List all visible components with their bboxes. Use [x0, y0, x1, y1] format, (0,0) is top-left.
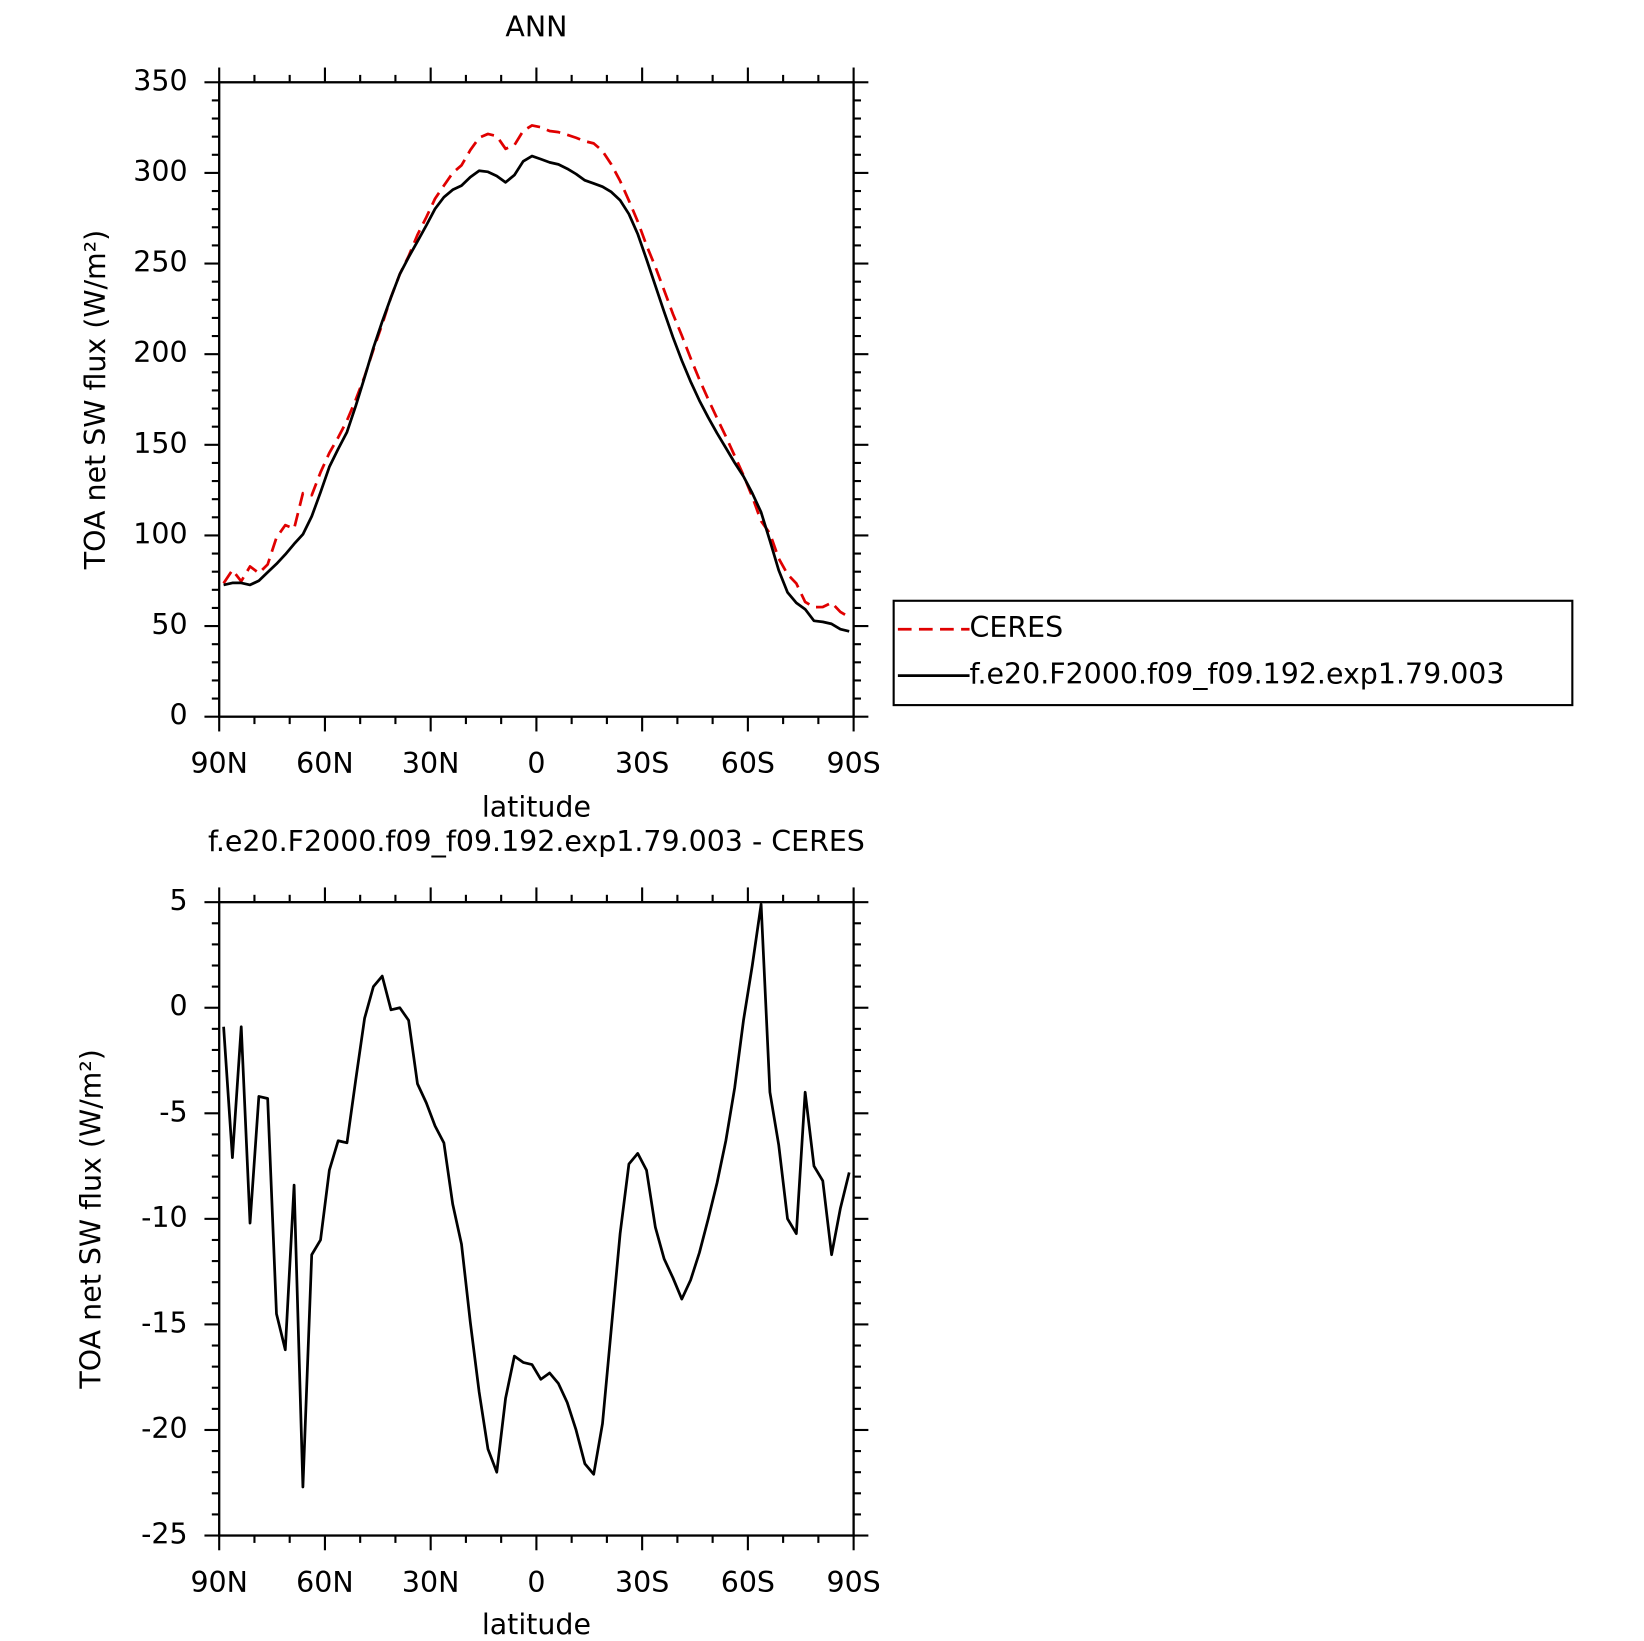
y-tick-label: 250 — [133, 246, 187, 279]
data-line — [223, 154, 850, 633]
y-tick-label: -10 — [141, 1201, 187, 1234]
chart-title: ANN — [505, 11, 567, 44]
x-axis-label: latitude — [482, 790, 591, 823]
y-axis-label: TOA net SW flux (W/m²) — [79, 230, 112, 570]
y-axis-label: TOA net SW flux (W/m²) — [75, 1049, 108, 1389]
y-tick-label: 0 — [169, 990, 187, 1023]
legend-box — [892, 599, 1574, 707]
data-line — [222, 124, 850, 619]
plot-frame — [218, 81, 855, 718]
x-tick-label: 90N — [190, 1566, 247, 1599]
x-tick-label: 30N — [402, 1566, 459, 1599]
x-tick-label: 90S — [826, 747, 880, 780]
x-tick-label: 0 — [527, 747, 545, 780]
x-tick-label: 30N — [402, 747, 459, 780]
x-tick-label: 60N — [296, 1566, 353, 1599]
x-tick-label: 30S — [615, 747, 669, 780]
y-tick-label: 5 — [169, 884, 187, 917]
y-tick-label: 50 — [151, 608, 187, 641]
data-line — [222, 902, 851, 1489]
y-tick-label: 200 — [133, 336, 187, 369]
x-tick-label: 60S — [721, 747, 775, 780]
y-tick-label: 150 — [133, 427, 187, 460]
legend-label: CERES — [970, 611, 1064, 644]
y-tick-label: 100 — [133, 517, 187, 550]
x-tick-label: 60N — [296, 747, 353, 780]
y-tick-label: 0 — [169, 699, 187, 732]
y-tick-label: 350 — [133, 64, 187, 97]
x-tick-label: 30S — [615, 1566, 669, 1599]
x-tick-label: 60S — [721, 1566, 775, 1599]
x-tick-label: 0 — [527, 1566, 545, 1599]
x-tick-label: 90N — [190, 747, 247, 780]
legend-label: f.e20.F2000.f09_f09.192.exp1.79.003 — [970, 658, 1505, 691]
y-tick-label: -15 — [141, 1306, 187, 1339]
chart-title: f.e20.F2000.f09_f09.192.exp1.79.003 - CE… — [208, 825, 865, 858]
plot-frame — [218, 901, 855, 1537]
x-axis-label: latitude — [482, 1608, 591, 1641]
y-tick-label: 300 — [133, 155, 187, 188]
x-tick-label: 90S — [826, 1566, 880, 1599]
y-tick-label: -5 — [159, 1095, 187, 1128]
y-tick-label: -25 — [141, 1518, 187, 1551]
y-tick-label: -20 — [141, 1412, 187, 1445]
